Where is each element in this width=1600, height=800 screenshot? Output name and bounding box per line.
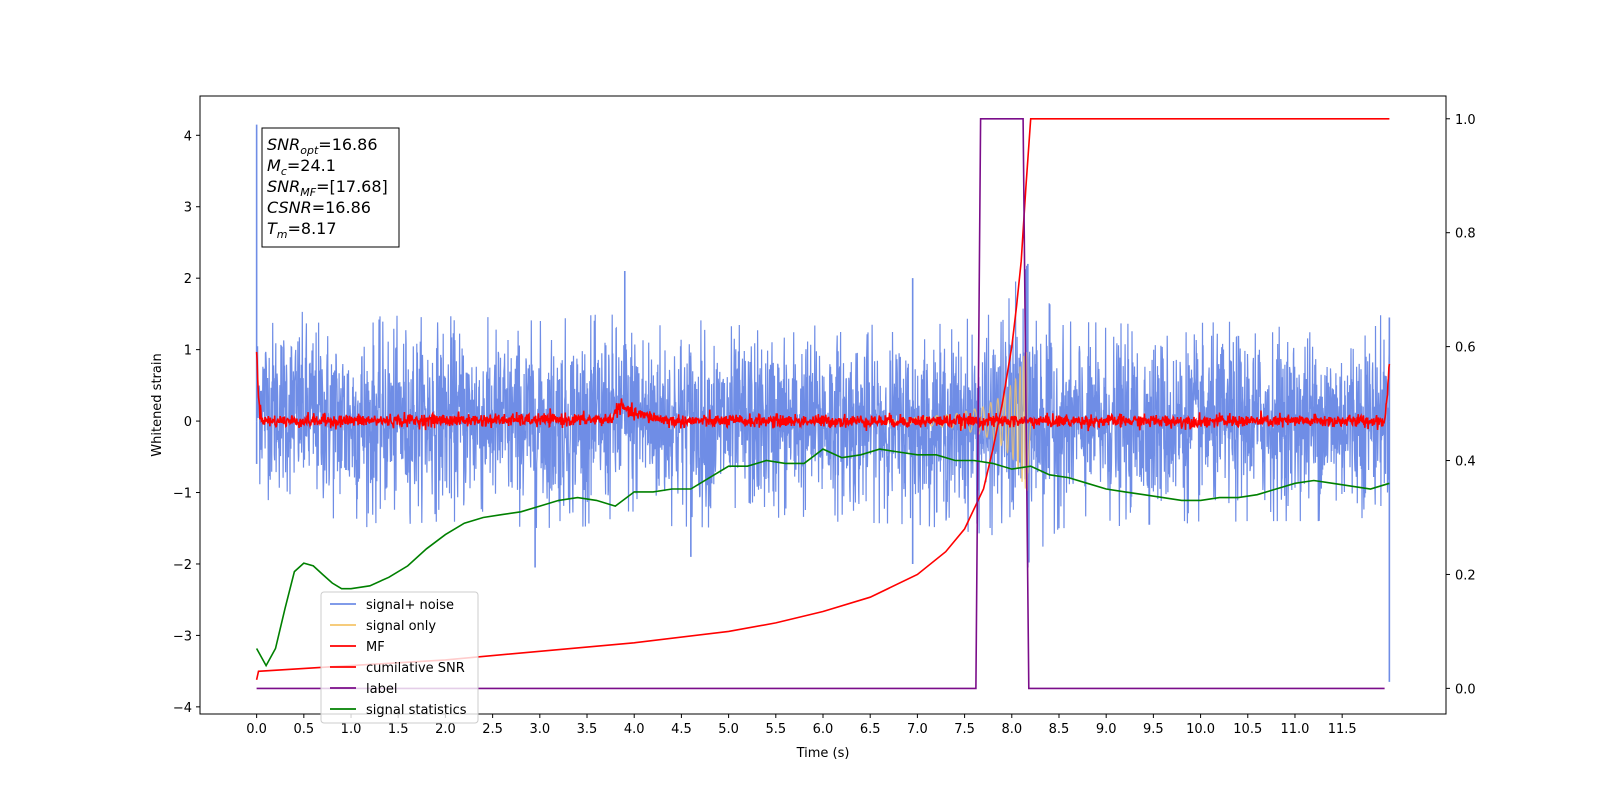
y-tick-label: 1 xyxy=(184,344,192,359)
x-tick-label: 4.5 xyxy=(671,722,692,737)
y-axis-label: Whitened strain xyxy=(150,353,165,456)
x-tick-label: 3.5 xyxy=(577,722,598,737)
x-tick-label: 9.0 xyxy=(1096,722,1117,737)
legend-entry: cumilative SNR xyxy=(366,661,465,676)
annotation-box: SNRopt=16.86Mc=24.1SNRMF=[17.68]CSNR=16.… xyxy=(261,127,400,248)
y-axis-right: 0.0 0.2 0.4 0.6 0.8 1.0 xyxy=(1446,113,1476,697)
x-tick-label: 0.0 xyxy=(246,722,267,737)
annotation-line: Tm=8.17 xyxy=(267,219,337,241)
series-signal-noise xyxy=(256,265,1390,563)
y-tick-label: 2 xyxy=(184,272,192,287)
x-tick-label: 8.0 xyxy=(1001,722,1022,737)
x-tick-label: 8.5 xyxy=(1049,722,1070,737)
x-tick-label: 6.5 xyxy=(860,722,881,737)
y-tick-label: 0 xyxy=(184,415,192,430)
annotation-line: Mc=24.1 xyxy=(267,156,336,178)
series-signal-statistics xyxy=(255,448,1390,668)
legend: signal+ noise signal only MF cumilative SNR… xyxy=(320,591,479,724)
x-tick-label: 4.0 xyxy=(624,722,645,737)
annotation-frame xyxy=(261,127,400,248)
annotation-line: CSNR=16.86 xyxy=(267,198,371,217)
x-tick-label: 5.0 xyxy=(718,722,739,737)
legend-entry: signal+ noise xyxy=(366,598,454,613)
y-tick-label: −1 xyxy=(173,487,192,502)
legend-entry: signal statistics xyxy=(366,703,467,718)
x-tick-label: 10.0 xyxy=(1186,722,1215,737)
x-tick-label: 3.0 xyxy=(529,722,550,737)
x-tick-label: 1.0 xyxy=(341,722,362,737)
x-tick-label: 7.5 xyxy=(954,722,975,737)
annotation-line: SNRMF=[17.68] xyxy=(267,177,388,199)
y2-tick-label: 0.8 xyxy=(1455,227,1476,242)
x-axis: 0.0 0.5 1.0 1.5 2.0 2.5 3.0 3.5 4.0 4.5 5.0 5.5 6.0 6… xyxy=(246,714,1357,737)
y-tick-label: −2 xyxy=(173,558,192,573)
x-tick-label: 11.5 xyxy=(1328,722,1357,737)
x-axis-label: Time (s) xyxy=(796,746,850,761)
legend-entry: signal only xyxy=(366,619,436,634)
y-tick-label: −4 xyxy=(173,701,192,716)
y2-tick-label: 0.0 xyxy=(1455,682,1476,697)
legend-entry: MF xyxy=(366,640,385,655)
y2-tick-label: 0.4 xyxy=(1455,455,1476,470)
y-tick-label: −3 xyxy=(173,629,192,644)
x-tick-label: 0.5 xyxy=(293,722,314,737)
x-tick-label: 10.5 xyxy=(1233,722,1262,737)
series-mf xyxy=(255,351,1391,432)
x-tick-label: 2.0 xyxy=(435,722,456,737)
x-tick-label: 1.5 xyxy=(388,722,409,737)
series-layer xyxy=(255,118,1391,690)
x-tick-label: 6.0 xyxy=(813,722,834,737)
legend-entry: label xyxy=(366,682,397,697)
legend-frame xyxy=(320,591,479,724)
y2-tick-label: 0.6 xyxy=(1455,341,1476,356)
annotation-line: SNRopt=16.86 xyxy=(267,135,378,157)
x-tick-label: 9.5 xyxy=(1143,722,1164,737)
series-cumulative-snr xyxy=(255,118,1390,680)
y2-tick-label: 0.2 xyxy=(1455,568,1476,583)
y2-tick-label: 1.0 xyxy=(1455,113,1476,128)
x-tick-label: 2.5 xyxy=(482,722,503,737)
y-tick-label: 3 xyxy=(184,201,192,216)
series-label xyxy=(256,118,1385,690)
x-tick-label: 5.5 xyxy=(765,722,786,737)
x-tick-label: 11.0 xyxy=(1280,722,1309,737)
x-tick-label: 7.0 xyxy=(907,722,928,737)
y-tick-label: 4 xyxy=(184,129,192,144)
y-axis-left: −4 −3 −2 −1 0 1 2 3 4 xyxy=(173,129,200,716)
